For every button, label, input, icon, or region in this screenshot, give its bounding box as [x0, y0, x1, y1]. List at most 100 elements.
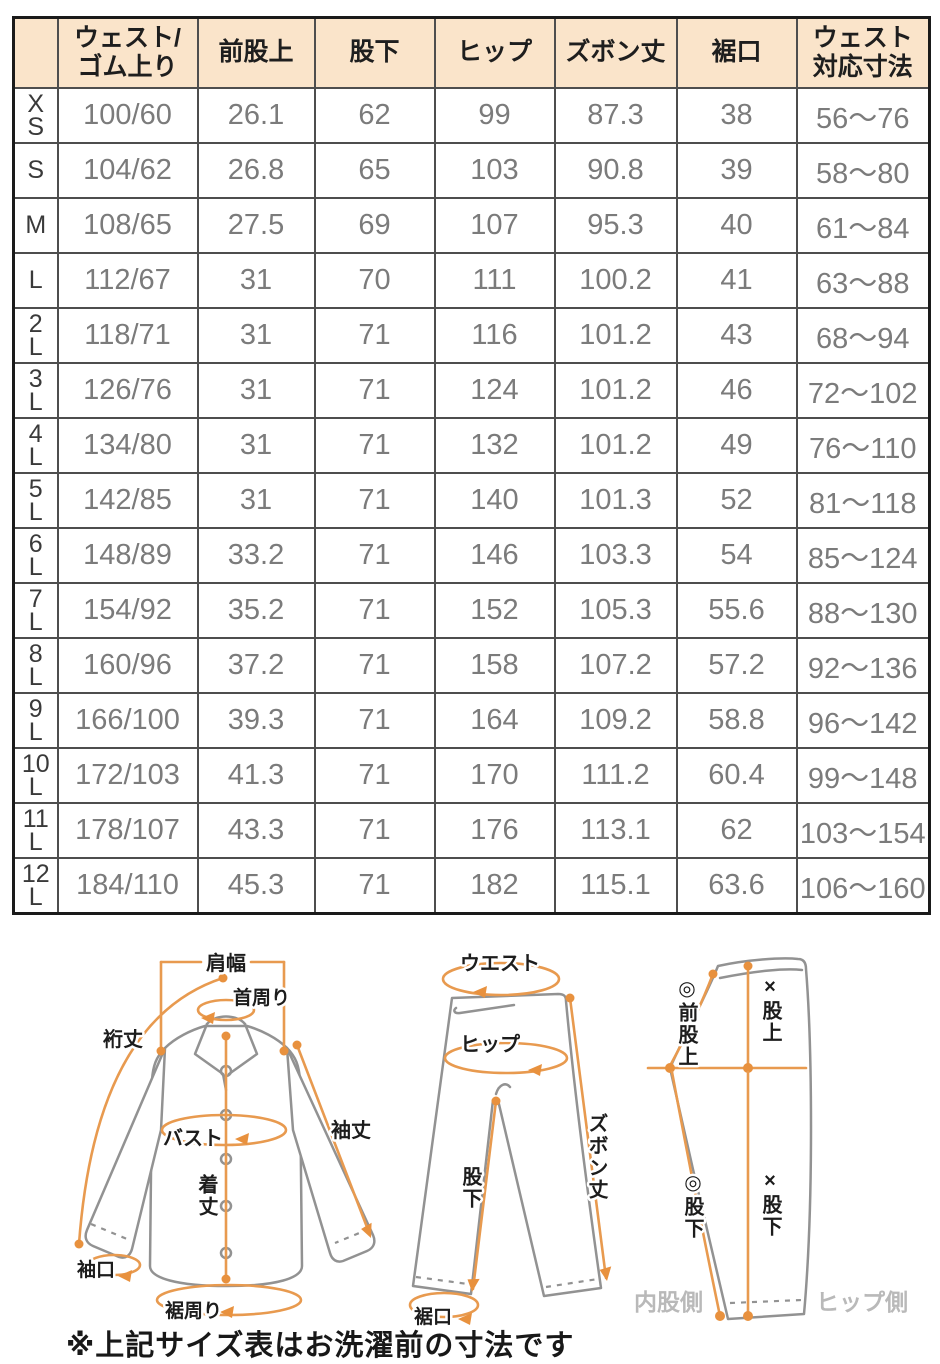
column-header: 裾口 — [675, 16, 798, 89]
size-label: 7 L — [12, 582, 59, 639]
value-cell: 115.1 — [553, 857, 678, 915]
pants-front-measure-lines — [408, 961, 612, 1325]
table-row: 3 L 126/76 31 71 124 101.2 46 72〜102 — [12, 362, 931, 419]
value-cell: 176 — [433, 802, 556, 859]
size-label: L — [12, 252, 59, 309]
value-cell: 85〜124 — [795, 527, 931, 584]
value-cell: 71 — [313, 802, 436, 859]
pants-side-label-rise: ×股上 — [759, 976, 782, 1044]
value-cell: 43 — [675, 307, 798, 364]
value-cell: 111 — [433, 252, 556, 309]
header-row: ウェスト/ ゴム上り 前股上 股下 ヒップ ズボン丈 裾口 ウェスト 対応寸法 — [12, 16, 931, 89]
value-cell: 71 — [313, 857, 436, 915]
size-table: ウェスト/ ゴム上り 前股上 股下 ヒップ ズボン丈 裾口 ウェスト 対応寸法 X S 100… — [12, 16, 931, 915]
value-cell: 35.2 — [196, 582, 316, 639]
value-cell: 126/76 — [56, 362, 199, 419]
size-label: 4 L — [12, 417, 59, 474]
value-cell: 184/110 — [56, 857, 199, 915]
value-cell: 31 — [196, 417, 316, 474]
size-label: 11 L — [12, 802, 59, 859]
value-cell: 81〜118 — [795, 472, 931, 529]
size-label: 5 L — [12, 472, 59, 529]
value-cell: 146 — [433, 527, 556, 584]
pants-side-caption-hip-side: ヒップ側 — [816, 1289, 908, 1315]
value-cell: 178/107 — [56, 802, 199, 859]
value-cell: 101.2 — [553, 417, 678, 474]
value-cell: 108/65 — [56, 197, 199, 254]
value-cell: 54 — [675, 527, 798, 584]
value-cell: 71 — [313, 527, 436, 584]
value-cell: 62 — [675, 802, 798, 859]
value-cell: 26.1 — [196, 87, 316, 144]
shirt-label-cuff: 袖口 — [77, 1258, 115, 1281]
pants-front-label-waist: ウエスト — [460, 952, 540, 975]
size-label: 3 L — [12, 362, 59, 419]
value-cell: 142/85 — [56, 472, 199, 529]
value-cell: 39 — [675, 142, 798, 199]
size-label: 10 L — [12, 747, 59, 804]
table-row: 11 L 178/107 43.3 71 176 113.1 62 103〜154 — [12, 802, 931, 859]
column-header: ウェスト 対応寸法 — [795, 16, 931, 89]
value-cell: 58.8 — [675, 692, 798, 749]
value-cell: 111.2 — [553, 747, 678, 804]
table-row: 9 L 166/100 39.3 71 164 109.2 58.8 96〜142 — [12, 692, 931, 749]
value-cell: 112/67 — [56, 252, 199, 309]
value-cell: 103 — [433, 142, 556, 199]
value-cell: 107 — [433, 197, 556, 254]
value-cell: 87.3 — [553, 87, 678, 144]
table-row: 2 L 118/71 31 71 116 101.2 43 68〜94 — [12, 307, 931, 364]
value-cell: 26.8 — [196, 142, 316, 199]
table-row: L 112/67 31 70 111 100.2 41 63〜88 — [12, 252, 931, 309]
value-cell: 99〜148 — [795, 747, 931, 804]
column-header: ウェスト/ ゴム上り — [56, 16, 199, 89]
value-cell: 63〜88 — [795, 252, 931, 309]
value-cell: 148/89 — [56, 527, 199, 584]
shirt-measure-lines — [74, 960, 372, 1318]
value-cell: 96〜142 — [795, 692, 931, 749]
value-cell: 118/71 — [56, 307, 199, 364]
value-cell: 106〜160 — [795, 857, 931, 915]
value-cell: 27.5 — [196, 197, 316, 254]
table-row: 8 L 160/96 37.2 71 158 107.2 57.2 92〜136 — [12, 637, 931, 694]
table-row: S 104/62 26.8 65 103 90.8 39 58〜80 — [12, 142, 931, 199]
column-header: ヒップ — [433, 16, 556, 89]
pants-front-label-inseam: 股下 — [459, 1166, 482, 1210]
shirt-label-shoulder-width: 肩幅 — [206, 951, 246, 975]
value-cell: 134/80 — [56, 417, 199, 474]
value-cell: 31 — [196, 472, 316, 529]
value-cell: 55.6 — [675, 582, 798, 639]
value-cell: 31 — [196, 252, 316, 309]
value-cell: 113.1 — [553, 802, 678, 859]
size-label: 12 L — [12, 857, 59, 915]
value-cell: 104/62 — [56, 142, 199, 199]
shirt-label-sleeve-length: 袖丈 — [331, 1118, 371, 1142]
value-cell: 92〜136 — [795, 637, 931, 694]
pre-wash-note: ※上記サイズ表はお洗濯前の寸法です — [66, 1330, 575, 1362]
value-cell: 101.2 — [553, 362, 678, 419]
value-cell: 124 — [433, 362, 556, 419]
value-cell: 71 — [313, 362, 436, 419]
pants-front-label-length: ズボン丈 — [585, 1112, 608, 1201]
table-row: 6 L 148/89 33.2 71 146 103.3 54 85〜124 — [12, 527, 931, 584]
table-row: X S 100/60 26.1 62 99 87.3 38 56〜76 — [12, 87, 931, 144]
value-cell: 154/92 — [56, 582, 199, 639]
value-cell: 76〜110 — [795, 417, 931, 474]
value-cell: 31 — [196, 362, 316, 419]
table-row: 4 L 134/80 31 71 132 101.2 49 76〜110 — [12, 417, 931, 474]
table-row: 7 L 154/92 35.2 71 152 105.3 55.6 88〜130 — [12, 582, 931, 639]
size-label: 8 L — [12, 637, 59, 694]
shirt-label-hem-around: 裾周り — [165, 1299, 222, 1322]
shirt-label-body-length: 着丈 — [195, 1173, 219, 1218]
value-cell: 158 — [433, 637, 556, 694]
value-cell: 100/60 — [56, 87, 199, 144]
size-label: X S — [12, 87, 59, 144]
pants-side-label-inseam-b: ×股下 — [759, 1170, 782, 1238]
pants-front-measurement-diagram: ウエスト ヒップ ズボン丈 股下 裾口 — [408, 950, 612, 1331]
value-cell: 57.2 — [675, 637, 798, 694]
value-cell: 65 — [313, 142, 436, 199]
value-cell: 116 — [433, 307, 556, 364]
value-cell: 71 — [313, 417, 436, 474]
pants-side-measure-lines — [646, 961, 808, 1321]
value-cell: 33.2 — [196, 527, 316, 584]
pants-side-caption-inner-side: 内股側 — [634, 1289, 703, 1315]
